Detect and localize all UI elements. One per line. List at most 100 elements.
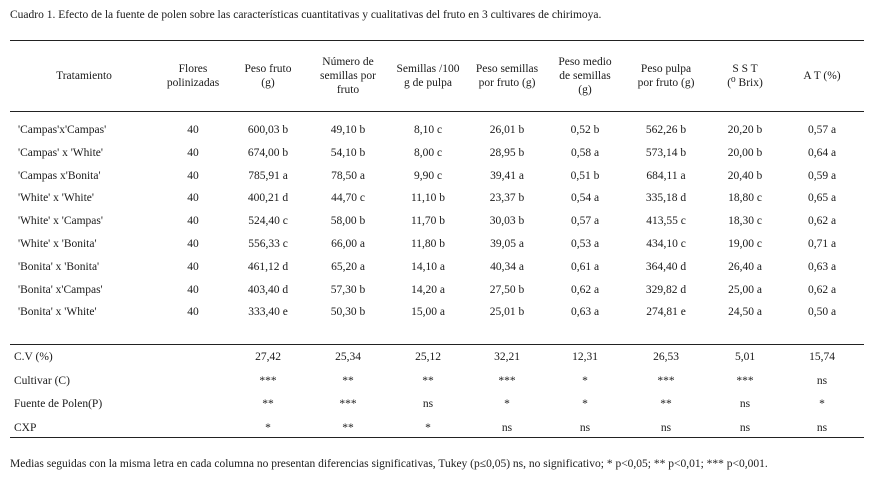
stat-label: CXP [14,421,37,434]
stat-cell: * [582,374,588,387]
table-cell: 40 [187,306,199,319]
column-header-2: Peso fruto [244,63,292,75]
column-header-8: (⁰ Brix) [727,77,763,89]
table-cell: 23,37 b [489,192,525,205]
stat-cell: ns [739,421,751,434]
table-cell: 44,70 c [331,192,365,205]
row-label: 'Campas x'Bonita' [18,169,101,182]
column-header-1: polinizadas [166,77,220,89]
stat-cell: ** [342,421,354,434]
column-header-7: por fruto (g) [637,77,695,89]
table-cell: 40 [187,260,199,273]
table-cell: 461,12 d [247,260,289,273]
table-cell: 8,00 c [413,146,443,159]
row-label: 'Bonita' x'Campas' [18,283,103,296]
stat-cell: 12,31 [572,351,598,363]
table-cell: 0,51 b [570,169,600,182]
table-cell: 0,53 a [570,238,600,250]
table-cell: 65,20 a [331,260,365,273]
column-header-0: Tratamiento [56,70,112,82]
table-cell: 684,11 a [646,169,686,182]
stat-cell: ** [262,398,274,410]
row-label: 'Campas'x'Campas' [18,124,107,136]
column-header-1: Flores [178,63,208,75]
stat-cell: 5,01 [734,351,756,363]
column-header-5: por fruto (g) [478,77,536,89]
column-header-5: Peso semillas [475,63,539,75]
stat-cell: * [425,421,431,434]
stat-cell: ** [660,398,672,410]
table-cell: 0,52 b [570,124,600,136]
table-cell: 39,41 a [490,169,524,182]
table-cell: 18,30 c [728,215,762,228]
table-cell: 57,30 b [330,283,366,296]
table-cell: 49,10 b [330,124,366,136]
table-cell: 11,10 b [410,192,446,205]
stat-cell: *** [498,374,516,387]
table-cell: 364,40 d [645,260,687,273]
table-cell: 0,59 a [807,169,837,182]
row-label: 'Campas' x 'White' [18,146,103,159]
table-cell: 8,10 c [413,124,443,136]
stat-cell: ns [816,421,828,434]
table-cell: 524,40 c [248,215,288,228]
stat-cell: ** [342,374,354,387]
table-cell: 0,58 a [570,146,600,159]
stat-cell: 25,12 [415,351,441,363]
stat-cell: *** [736,374,754,387]
table-cell: 27,50 b [489,283,525,296]
stat-cell: *** [259,374,277,387]
stat-cell: * [582,398,588,410]
column-header-2: (g) [261,77,275,89]
column-header-3: fruto [336,84,360,96]
stats-separator-rule [10,344,864,345]
table-cell: 40 [187,238,199,250]
stat-cell: * [819,398,825,410]
table-cell: 274,81 e [646,306,686,319]
table-cell: 403,40 d [247,283,289,296]
stat-cell: 27,42 [255,351,281,363]
table-cell: 674,00 b [247,146,289,159]
table-cell: 0,54 a [570,192,600,205]
stat-cell: ns [739,398,751,410]
table-cell: 40 [187,215,199,228]
table-cell: 0,63 a [807,260,837,273]
table-top-rule [10,40,864,41]
table-cell: 40,34 a [490,260,524,273]
row-label: 'Bonita' x 'Bonita' [18,260,100,273]
column-header-6: de semillas [559,70,611,82]
table-cell: 40 [187,146,199,159]
table-cell: 78,50 a [331,169,365,182]
table-cell: 785,91 a [248,169,288,182]
table-cell: 18,80 c [728,192,762,205]
stat-cell: ns [816,374,828,387]
stat-cell: 26,53 [653,351,679,363]
table-cell: 40 [187,169,199,182]
table-cell: 573,14 b [645,146,687,159]
table-cell: 19,00 c [728,238,762,250]
table-cell: 0,57 a [570,215,600,228]
stat-label: Cultivar (C) [14,374,70,387]
column-header-9: A T (%) [803,70,841,82]
table-cell: 28,95 b [489,146,525,159]
column-header-3: semillas por [320,70,376,82]
table-cell: 14,10 a [411,260,445,273]
table-cell: 333,40 e [248,306,288,319]
table-cell: 54,10 b [330,146,366,159]
table-cell: 30,03 b [489,215,525,228]
stat-label: C.V (%) [14,351,53,363]
table-cell: 0,61 a [570,260,600,273]
table-cell: 0,50 a [807,306,837,319]
table-cell: 329,82 d [645,283,687,296]
table-cell: 562,26 b [645,124,687,136]
table-cell: 0,57 a [807,124,837,136]
table-cell: 40 [187,283,199,296]
stat-cell: * [504,398,510,410]
stat-cell: ns [501,421,513,434]
column-header-4: Semillas /100 [396,63,460,75]
table-cell: 11,70 b [410,215,446,228]
stat-cell: ns [660,421,672,434]
stat-cell: ** [422,374,434,387]
table-cell: 66,00 a [331,238,365,250]
row-label: 'White' x 'Campas' [18,215,103,228]
